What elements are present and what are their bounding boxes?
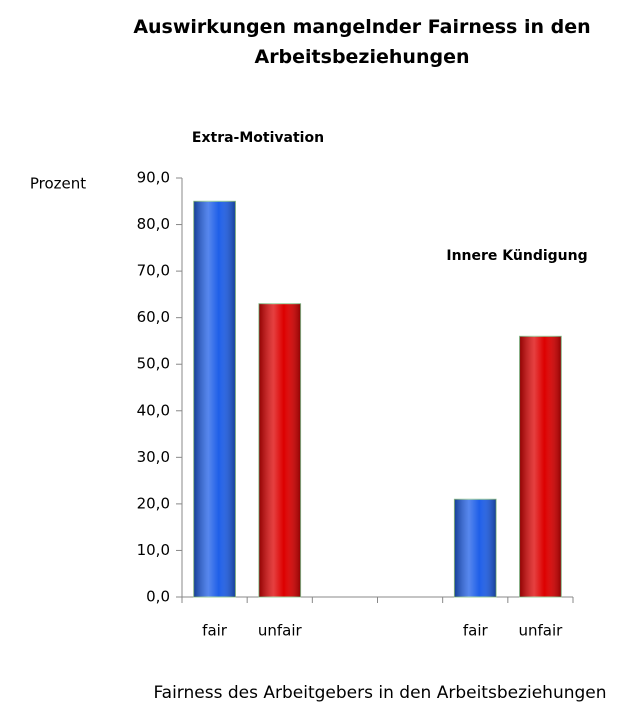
y-tick-label: 60,0 bbox=[137, 308, 170, 326]
y-tick-label: 30,0 bbox=[137, 448, 170, 466]
y-tick-label: 70,0 bbox=[137, 262, 170, 280]
y-tick-label: 90,0 bbox=[137, 169, 170, 187]
y-axis-label: Prozent bbox=[30, 175, 86, 193]
bar-shade bbox=[454, 499, 497, 597]
x-tick-label: fair bbox=[463, 622, 489, 640]
bar-shade bbox=[519, 336, 562, 597]
x-axis-label: Fairness des Arbeitgebers in den Arbeits… bbox=[153, 683, 606, 703]
y-tick-label: 20,0 bbox=[137, 494, 170, 512]
y-tick-label: 40,0 bbox=[137, 401, 170, 419]
y-tick-label: 80,0 bbox=[137, 215, 170, 233]
y-tick-label: 50,0 bbox=[137, 355, 170, 373]
x-tick-label: unfair bbox=[258, 622, 303, 640]
annotation: Extra-Motivation bbox=[192, 130, 324, 146]
bar-shade bbox=[258, 303, 301, 597]
x-tick-label: unfair bbox=[519, 622, 564, 640]
bar-shade bbox=[193, 201, 236, 597]
annotation: Innere Kündigung bbox=[446, 248, 587, 264]
y-tick-label: 10,0 bbox=[137, 541, 170, 559]
chart-title: Auswirkungen mangelnder Fairness in den … bbox=[133, 16, 591, 68]
y-tick-label: 0,0 bbox=[146, 588, 170, 606]
x-tick-label: fair bbox=[202, 622, 228, 640]
